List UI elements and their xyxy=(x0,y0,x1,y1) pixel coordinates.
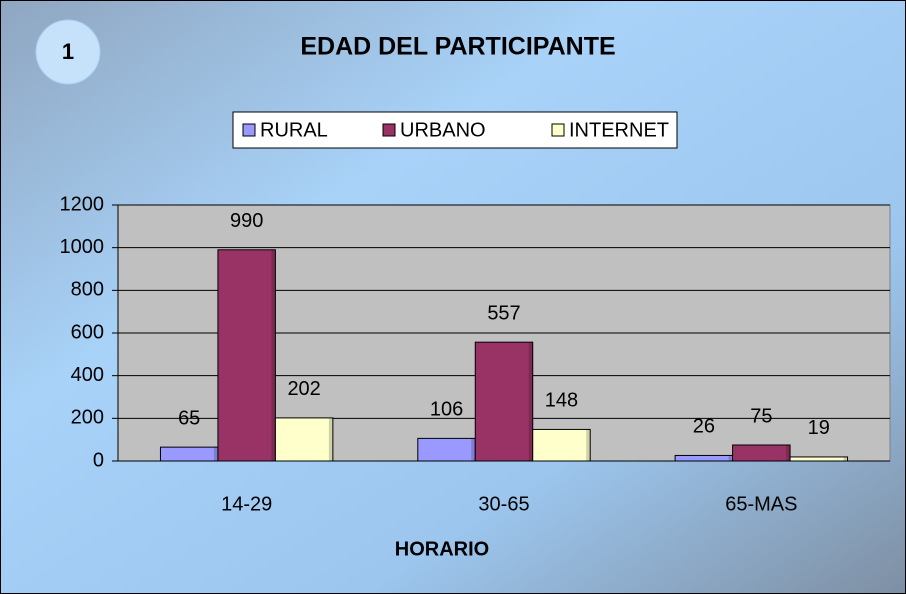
y-tick-label: 600 xyxy=(71,321,104,343)
legend xyxy=(232,111,678,149)
bar-shade xyxy=(586,429,591,461)
x-axis-title: HORARIO xyxy=(395,538,489,560)
y-tick-label: 1000 xyxy=(60,236,105,258)
bar xyxy=(274,417,334,462)
bar xyxy=(732,444,791,462)
legend-label: RURAL xyxy=(260,119,328,141)
y-tick-label: 800 xyxy=(71,279,104,301)
bar xyxy=(532,428,591,462)
data-label: 202 xyxy=(287,378,320,400)
data-label: 26 xyxy=(693,416,715,438)
bar-shade xyxy=(843,456,848,461)
bar-shade xyxy=(471,438,476,461)
badge-circle xyxy=(35,19,101,85)
y-tick-label: 400 xyxy=(71,364,104,386)
bar xyxy=(474,341,534,462)
bar xyxy=(674,454,734,462)
badge: 1 xyxy=(62,39,74,64)
data-label: 148 xyxy=(545,390,578,412)
data-label: 75 xyxy=(750,405,772,427)
legend-swatch xyxy=(242,123,256,137)
data-label: 990 xyxy=(230,210,263,232)
legend-swatch xyxy=(382,123,396,137)
y-tick-label: 0 xyxy=(93,449,104,471)
data-label: 557 xyxy=(487,302,520,324)
bar-shade xyxy=(528,342,533,461)
data-label: 19 xyxy=(808,417,830,439)
legend-swatch xyxy=(551,123,565,137)
y-tick-label: 1200 xyxy=(60,193,105,215)
chart-title: EDAD DEL PARTICIPANTE xyxy=(300,33,615,61)
bar xyxy=(159,446,219,462)
x-tick-label: 30-65 xyxy=(478,493,529,515)
x-tick-label: 14-29 xyxy=(221,493,272,515)
bar xyxy=(789,456,849,462)
bar-shade xyxy=(786,445,791,461)
data-label: 106 xyxy=(430,399,463,421)
x-tick-label: 65-MAS xyxy=(725,493,797,515)
data-label: 65 xyxy=(178,407,200,429)
legend-label: INTERNET xyxy=(569,119,669,141)
y-tick-label: 200 xyxy=(71,407,104,429)
bar-shade xyxy=(213,447,218,461)
legend-label: URBANO xyxy=(400,119,486,141)
bar xyxy=(417,437,476,462)
bar-shade xyxy=(328,417,333,461)
bar-shade xyxy=(271,249,276,461)
bar xyxy=(217,249,276,462)
bar-shade xyxy=(728,455,733,461)
